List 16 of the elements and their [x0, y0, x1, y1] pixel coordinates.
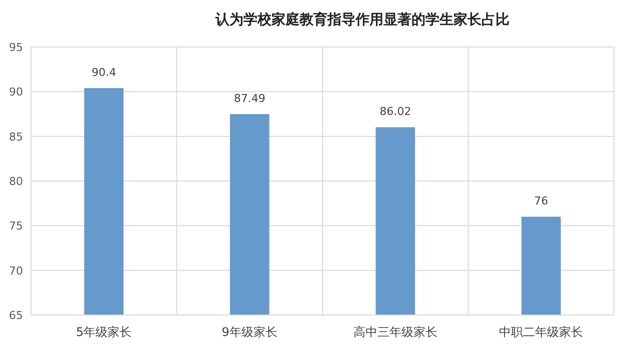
y-tick-label: 85	[9, 130, 23, 144]
x-tick-label: 中职二年级家长	[499, 325, 584, 339]
y-tick-label: 65	[9, 309, 23, 322]
y-tick-label: 75	[9, 220, 23, 233]
y-tick-label: 90	[9, 86, 23, 99]
y-tick-label: 70	[9, 264, 23, 278]
data-label: 87.49	[234, 92, 266, 106]
x-tick-label: 高中三年级家长	[353, 325, 438, 339]
y-tick-label: 95	[9, 41, 23, 54]
data-label: 76	[534, 194, 548, 208]
chart-title: 认为学校家庭教育指导作用显著的学生家长占比	[214, 11, 510, 28]
y-tick-label: 80	[9, 175, 23, 188]
data-label: 86.02	[380, 105, 412, 118]
x-tick-label: 5年级家长	[76, 325, 132, 339]
data-label: 90.4	[92, 66, 116, 80]
x-tick-label: 9年级家长	[222, 325, 278, 339]
